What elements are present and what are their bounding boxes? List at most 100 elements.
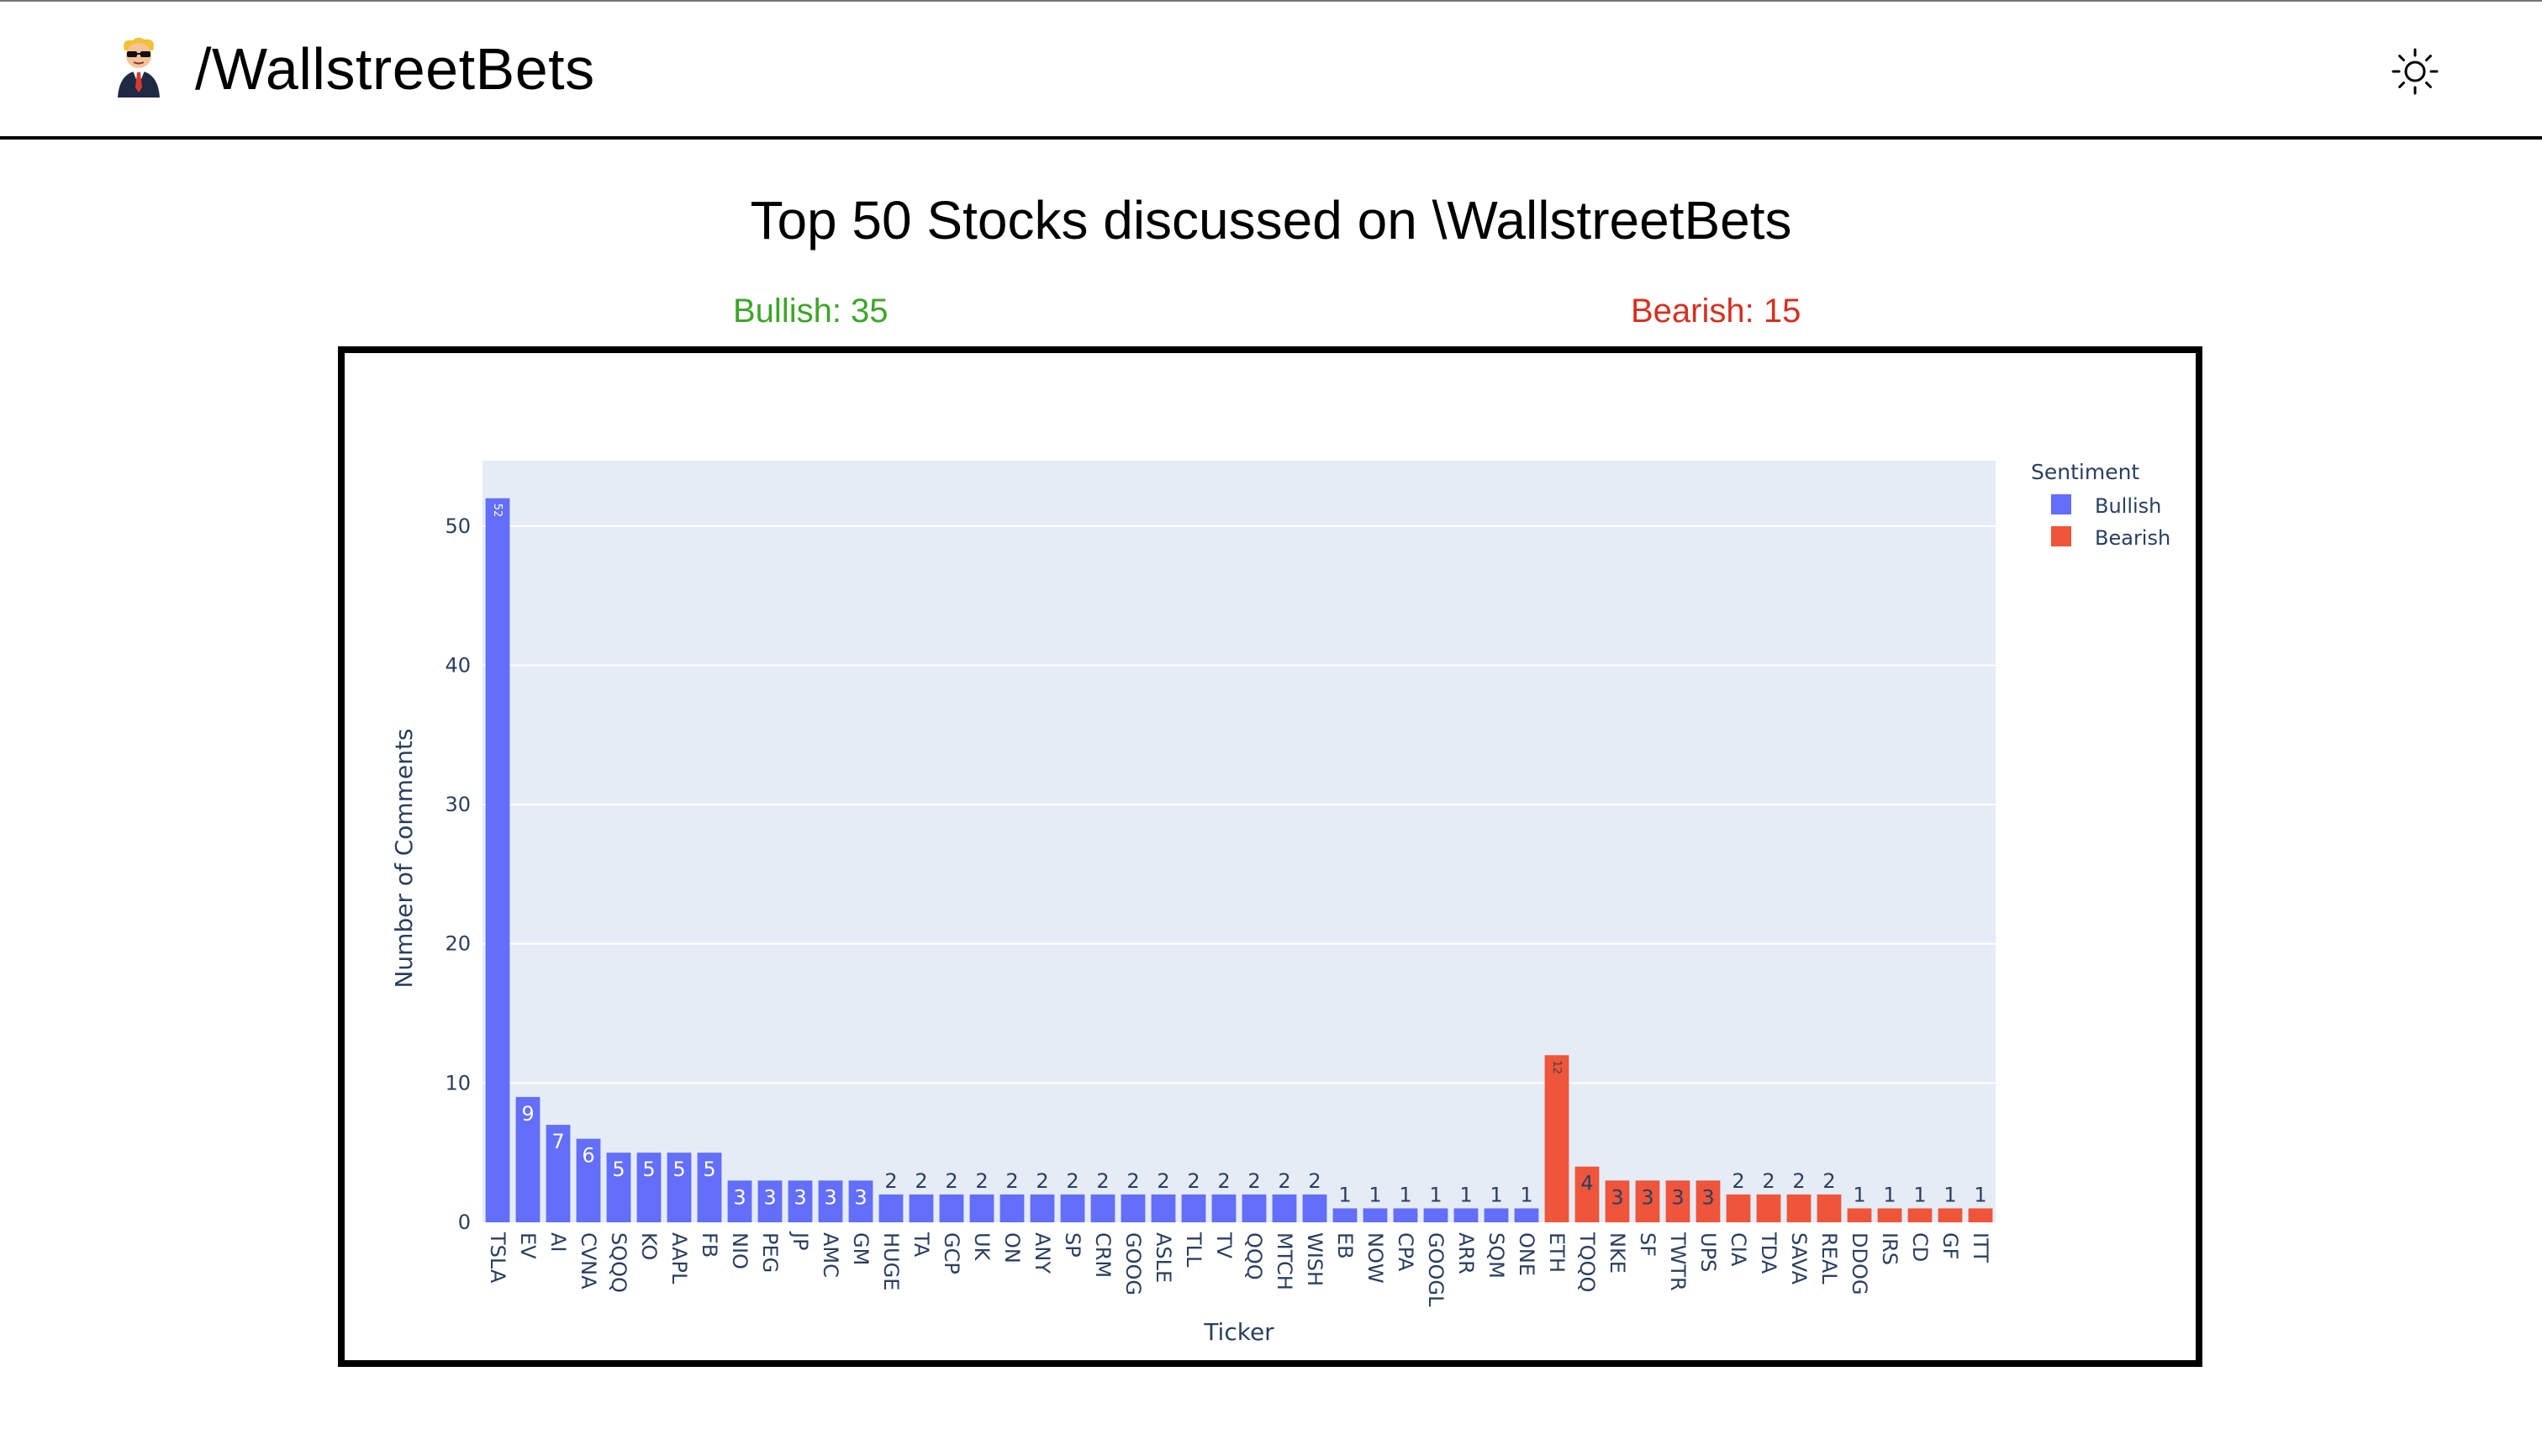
bar [697, 1153, 722, 1222]
bar [1514, 1208, 1539, 1222]
x-tick-label: CRM [1091, 1232, 1115, 1278]
x-tick-label: GM [849, 1232, 873, 1265]
bar [1393, 1208, 1418, 1222]
x-tick-label: NOW [1363, 1232, 1387, 1284]
legend-label: Bearish [2095, 526, 2170, 550]
data-label: 9 [521, 1102, 534, 1126]
navbar: /WallstreetBets [0, 2, 2542, 140]
data-label: 2 [1762, 1169, 1775, 1193]
x-tick-label: ASLE [1152, 1232, 1175, 1283]
y-tick-label: 20 [445, 932, 471, 956]
x-tick-label: QQQ [1242, 1232, 1266, 1280]
data-label: 5 [672, 1158, 685, 1181]
bar [1907, 1208, 1933, 1222]
bar [1121, 1194, 1146, 1222]
x-tick-label: IRS [1878, 1232, 1901, 1265]
x-axis-title: Ticker [1203, 1318, 1274, 1346]
data-label: 4 [1580, 1172, 1593, 1195]
bar [788, 1180, 813, 1222]
data-label: 3 [854, 1185, 867, 1209]
bar [1272, 1194, 1297, 1222]
x-tick-label: SQM [1485, 1232, 1508, 1279]
bar [909, 1194, 934, 1222]
x-tick-label: GCP [940, 1232, 963, 1274]
data-label: 3 [1641, 1185, 1653, 1209]
bar [1242, 1194, 1267, 1222]
x-tick-label: GOOGL [1424, 1232, 1448, 1307]
data-label: 7 [551, 1130, 564, 1153]
x-tick-label: EV [516, 1232, 540, 1259]
bar [848, 1180, 873, 1222]
x-tick-label: TSLA [486, 1232, 509, 1284]
y-axis-title: Number of Comments [390, 728, 418, 988]
bar [1544, 1055, 1569, 1222]
bar [1453, 1208, 1479, 1222]
x-tick-label: SAVA [1787, 1232, 1811, 1285]
data-label: 52 [491, 504, 504, 518]
x-tick-label: TLL [1182, 1232, 1205, 1268]
data-label: 3 [1701, 1185, 1714, 1209]
bar [1181, 1194, 1206, 1222]
bar [1665, 1180, 1690, 1222]
bar [667, 1153, 692, 1222]
data-label: 2 [1126, 1169, 1139, 1193]
x-tick-label: HUGE [879, 1232, 903, 1290]
bar [999, 1194, 1025, 1222]
x-tick-label: PEG [758, 1232, 782, 1273]
x-tick-label: ANY [1031, 1232, 1054, 1274]
y-tick-label: 30 [445, 793, 471, 816]
y-tick-label: 50 [445, 514, 471, 538]
x-tick-label: AAPL [667, 1232, 691, 1285]
data-label: 2 [1217, 1169, 1230, 1193]
x-tick-label: CIA [1727, 1232, 1750, 1267]
legend-swatch [2051, 494, 2071, 514]
data-label: 5 [612, 1158, 625, 1181]
data-label: 1 [1490, 1183, 1502, 1206]
bar [727, 1180, 752, 1222]
data-label: 1 [1883, 1183, 1896, 1206]
bar [1635, 1180, 1660, 1222]
x-tick-label: DDOG [1848, 1232, 1871, 1295]
bar [1877, 1208, 1902, 1222]
bar [1363, 1208, 1388, 1222]
data-label: 2 [1036, 1169, 1048, 1193]
data-label: 2 [1792, 1169, 1805, 1193]
data-label: 1 [1853, 1183, 1865, 1206]
bar [1574, 1166, 1600, 1222]
data-label: 2 [1822, 1169, 1835, 1193]
x-tick-label: ITT [1969, 1232, 1992, 1263]
x-tick-label: WISH [1303, 1232, 1326, 1286]
x-tick-label: AMC [819, 1232, 842, 1278]
data-label: 2 [1005, 1169, 1018, 1193]
x-tick-label: UPS [1696, 1232, 1720, 1272]
x-tick-label: MTCH [1273, 1232, 1296, 1290]
x-tick-label: ARR [1454, 1232, 1478, 1274]
bar [1968, 1208, 1993, 1222]
bar [1090, 1194, 1115, 1222]
y-tick-label: 0 [458, 1211, 471, 1234]
data-label: 3 [794, 1185, 806, 1209]
data-label: 1 [1459, 1183, 1472, 1206]
data-label: 2 [1066, 1169, 1079, 1193]
x-tick-label: GF [1938, 1232, 1962, 1259]
data-label: 2 [1187, 1169, 1200, 1193]
bar [1484, 1208, 1509, 1222]
bar [1060, 1194, 1085, 1222]
x-tick-label: SF [1636, 1232, 1659, 1257]
bar [1726, 1194, 1751, 1222]
x-tick-label: TWTR [1666, 1232, 1690, 1291]
bar [1696, 1180, 1721, 1222]
sun-icon[interactable] [2391, 47, 2439, 96]
bar [878, 1194, 904, 1222]
data-label: 5 [642, 1158, 655, 1181]
legend-swatch [2051, 526, 2071, 546]
x-tick-label: CPA [1394, 1232, 1417, 1272]
bar [939, 1194, 964, 1222]
bar [1151, 1194, 1176, 1222]
data-label: 3 [824, 1185, 836, 1209]
wsb-mascot-icon[interactable] [113, 35, 165, 98]
brand-title[interactable]: /WallstreetBets [195, 36, 595, 102]
legend-title: Sentiment [2031, 460, 2139, 484]
page-title: Top 50 Stocks discussed on \WallstreetBe… [750, 190, 1792, 251]
x-tick-label: ETH [1545, 1232, 1569, 1273]
